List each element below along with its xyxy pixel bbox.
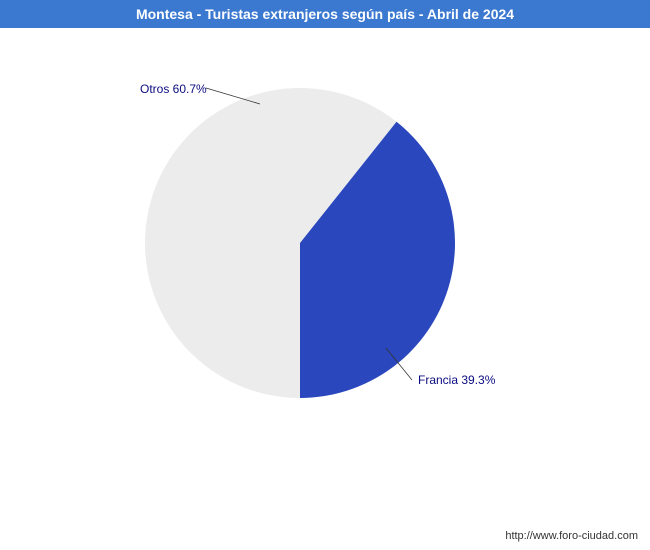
chart-container: Montesa - Turistas extranjeros según paí… <box>0 0 650 550</box>
slice-label: Otros 60.7% <box>140 82 207 96</box>
pie-chart <box>145 88 455 398</box>
chart-title: Montesa - Turistas extranjeros según paí… <box>136 6 514 22</box>
title-bar: Montesa - Turistas extranjeros según paí… <box>0 0 650 28</box>
slice-label: Francia 39.3% <box>418 373 495 387</box>
footer-attribution: http://www.foro-ciudad.com <box>505 530 638 542</box>
chart-area: Otros 60.7% Francia 39.3% <box>0 28 650 550</box>
